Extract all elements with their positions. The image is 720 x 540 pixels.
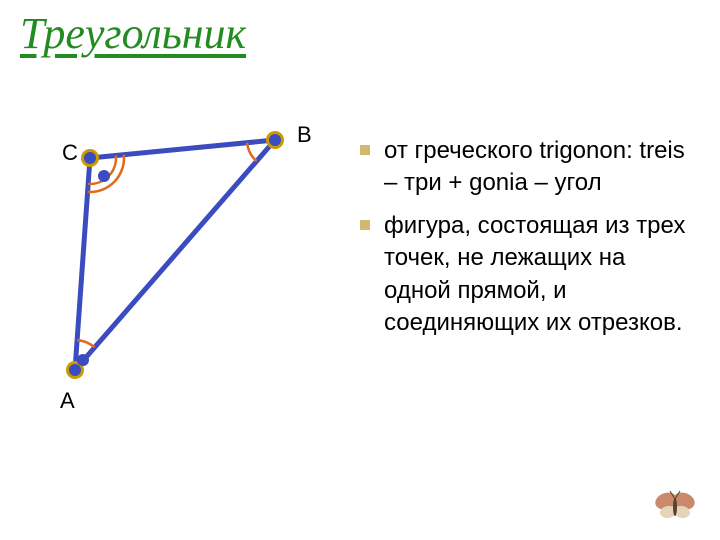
vertex-dot [77, 354, 89, 366]
triangle-svg: А В С [30, 110, 330, 430]
triangle-diagram: А В С [30, 110, 330, 430]
butterfly-icon [652, 487, 698, 528]
vertex-C-inner [84, 152, 96, 164]
vertex-labels: А В С [60, 122, 312, 413]
edge-ca [75, 158, 90, 370]
vertex-label-B: В [297, 122, 312, 147]
list-item: от греческого trigonon: treis – три + go… [360, 135, 690, 200]
vertex-B-inner [269, 134, 281, 146]
bullet-icon [360, 220, 370, 230]
vertex-label-A: А [60, 388, 75, 413]
angle-arc [247, 143, 256, 161]
bullet-text-2: фигура, состоящая из трех точек, не лежа… [384, 210, 690, 340]
vertex-A-inner [69, 364, 81, 376]
vertex-label-C: С [62, 140, 78, 165]
definition-block: от греческого trigonon: treis – три + go… [360, 135, 690, 349]
vertex-dot [98, 170, 110, 182]
bullet-text-1: от греческого trigonon: treis – три + go… [384, 135, 690, 200]
title-text: Треугольник [20, 9, 246, 58]
angle-arc [77, 340, 95, 347]
bullet-icon [360, 145, 370, 155]
page-title: Треугольник [20, 8, 246, 59]
list-item: фигура, состоящая из трех точек, не лежа… [360, 210, 690, 340]
